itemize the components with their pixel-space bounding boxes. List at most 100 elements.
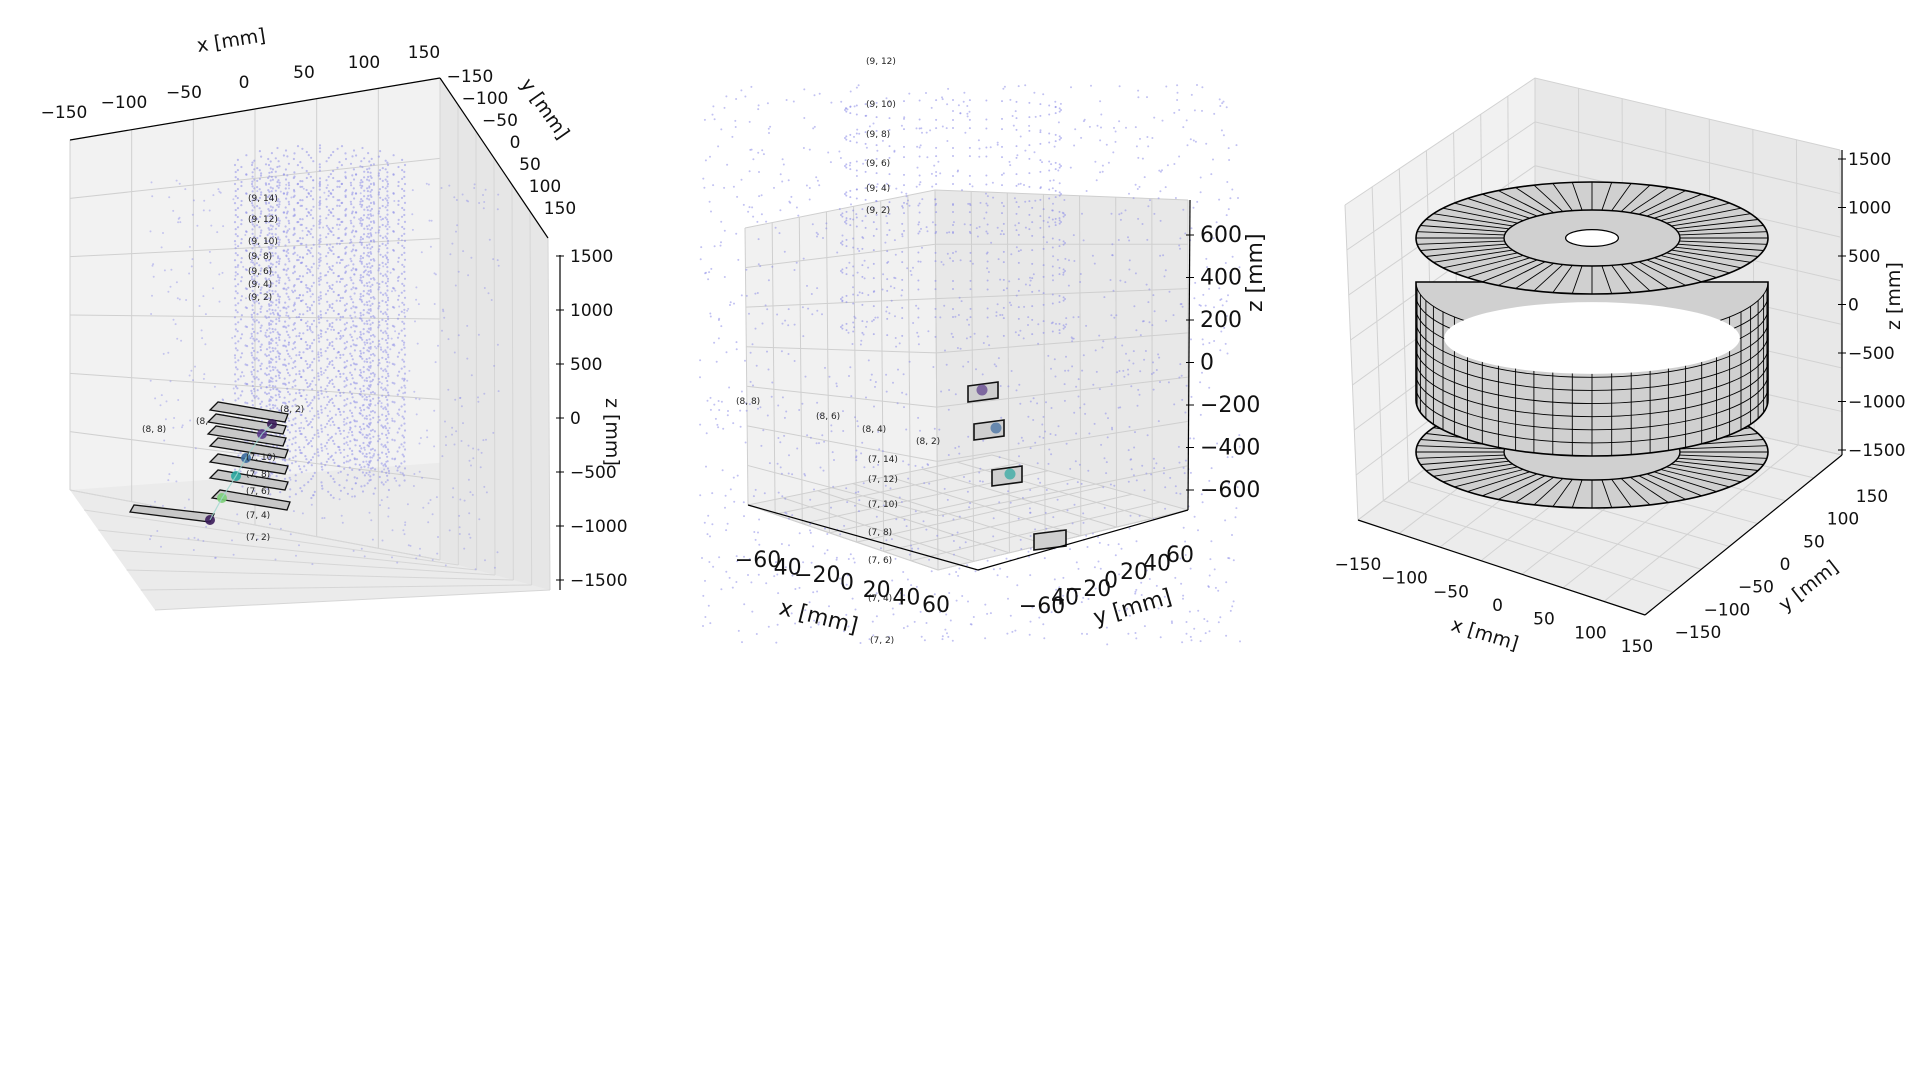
hit-point [457, 270, 460, 273]
hit-point [386, 448, 390, 451]
hit-point [278, 298, 281, 301]
hit-point [968, 155, 971, 158]
hit-point [317, 359, 321, 362]
hit-point [902, 460, 905, 463]
hit-point [986, 204, 989, 207]
hit-point [463, 499, 466, 502]
hit-point [1221, 304, 1224, 307]
hit-point [351, 191, 354, 194]
hit-point [239, 337, 242, 340]
hit-point [385, 257, 388, 260]
hit-point [391, 419, 394, 422]
hit-point [985, 155, 988, 158]
hit-point [377, 339, 381, 342]
hit-point [369, 315, 373, 318]
hit-point [455, 230, 457, 233]
hit-point [388, 226, 391, 228]
hit-point [917, 279, 920, 282]
hit-point [370, 519, 373, 522]
hit-point [1132, 350, 1135, 353]
pane-back-left [745, 190, 938, 570]
hit-point [337, 426, 340, 430]
hit-point [1113, 126, 1115, 129]
hit-point [379, 150, 382, 153]
hit-point [319, 256, 322, 259]
hit-point [327, 270, 330, 273]
hit-point [956, 531, 959, 534]
hit-point [305, 458, 308, 461]
hit-point [852, 557, 855, 560]
track-hit-marker [976, 384, 988, 396]
hit-label: (7, 8) [868, 528, 892, 538]
hit-point [413, 473, 416, 475]
hit-point [725, 570, 728, 573]
hit-point [857, 425, 860, 428]
hit-point [808, 148, 811, 151]
hit-point [253, 292, 256, 295]
hit-point [918, 211, 921, 214]
hit-point [368, 293, 371, 296]
hit-point [277, 262, 281, 265]
hit-point [295, 354, 298, 357]
hit-point [317, 432, 320, 435]
hit-point [328, 342, 331, 345]
hit-point [1178, 376, 1181, 379]
hit-point [298, 313, 301, 316]
hit-point [288, 400, 291, 403]
hit-point [1003, 85, 1006, 88]
hit-point [349, 276, 352, 279]
hit-point [766, 308, 769, 311]
hit-point [889, 487, 892, 490]
hit-point [391, 381, 394, 384]
hit-point [709, 315, 712, 318]
hit-point [369, 410, 373, 413]
hit-point [326, 403, 329, 406]
hit-point [1182, 594, 1185, 597]
hit-point [1034, 528, 1037, 531]
hit-point [352, 168, 355, 171]
hit-point [867, 294, 870, 296]
hit-point [798, 532, 801, 535]
hit-point [359, 274, 362, 277]
hit-point [453, 443, 456, 446]
hit-point [270, 228, 273, 231]
hit-point [264, 258, 267, 261]
hit-point [385, 294, 388, 297]
hit-point [849, 189, 852, 192]
hit-point [1118, 213, 1121, 216]
hit-point [239, 356, 242, 359]
hit-point [735, 555, 738, 558]
hit-point [354, 368, 357, 371]
hit-point [276, 256, 280, 260]
hit-point [382, 350, 385, 353]
hit-point [359, 276, 362, 279]
hit-point [1124, 209, 1127, 212]
hit-point [307, 211, 310, 214]
hit-point [1231, 188, 1234, 191]
hit-point [267, 201, 271, 205]
hit-point [324, 331, 327, 334]
hit-point [301, 180, 304, 183]
hit-point [398, 305, 401, 308]
hit-point [871, 620, 874, 623]
hit-point [396, 336, 400, 339]
hit-point [311, 418, 314, 421]
hit-point [985, 127, 988, 130]
hit-point [345, 346, 348, 349]
hit-point [366, 349, 369, 352]
hit-point [391, 417, 394, 420]
hit-point [337, 369, 340, 373]
hit-point [343, 467, 346, 470]
hit-point [343, 361, 346, 364]
hit-point [910, 273, 913, 276]
hit-point [402, 360, 406, 363]
hit-point [707, 514, 710, 517]
hit-point [318, 144, 322, 147]
hit-point [369, 328, 372, 331]
hit-point [1174, 197, 1177, 199]
hit-point [240, 314, 243, 317]
hit-point [397, 260, 400, 263]
hit-point [244, 363, 247, 366]
hit-point [1227, 557, 1230, 559]
hit-point [368, 471, 371, 474]
